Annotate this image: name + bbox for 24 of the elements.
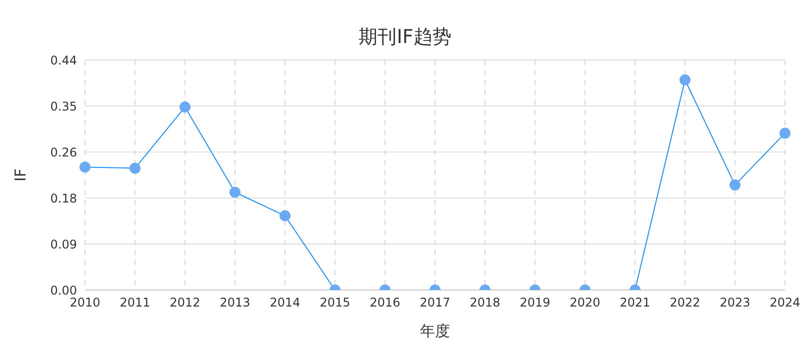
x-tick-label: 2024: [770, 296, 800, 310]
x-tick-label: 2021: [620, 296, 650, 310]
y-tick-label: 0.18: [50, 191, 77, 206]
x-tick-label: 2015: [320, 296, 350, 310]
y-axis-title: IF: [11, 168, 30, 182]
x-tick-label: 2019: [520, 296, 550, 310]
y-tick-label: 0.35: [50, 99, 77, 114]
x-tick-label: 2022: [670, 296, 700, 310]
x-tick-label: 2013: [220, 296, 250, 310]
x-tick-label: 2014: [270, 296, 300, 310]
y-tick-label: 0.09: [50, 237, 77, 252]
y-tick-label: 0.26: [50, 145, 77, 160]
x-tick-label: 2023: [720, 296, 750, 310]
x-tick-label: 2011: [120, 296, 150, 310]
y-tick-label: 0.44: [50, 53, 77, 68]
x-tick-label: 2017: [420, 296, 450, 310]
y-tick-label: 0.00: [50, 283, 77, 298]
x-tick-label: 2018: [470, 296, 500, 310]
chart-title: 期刊IF趋势: [358, 25, 452, 50]
x-tick-label: 2016: [370, 296, 400, 310]
x-tick-label: 2020: [570, 296, 600, 310]
x-axis-title: 年度: [420, 322, 450, 340]
x-tick-label: 2012: [170, 296, 200, 310]
x-tick-label: 2010: [70, 296, 100, 310]
